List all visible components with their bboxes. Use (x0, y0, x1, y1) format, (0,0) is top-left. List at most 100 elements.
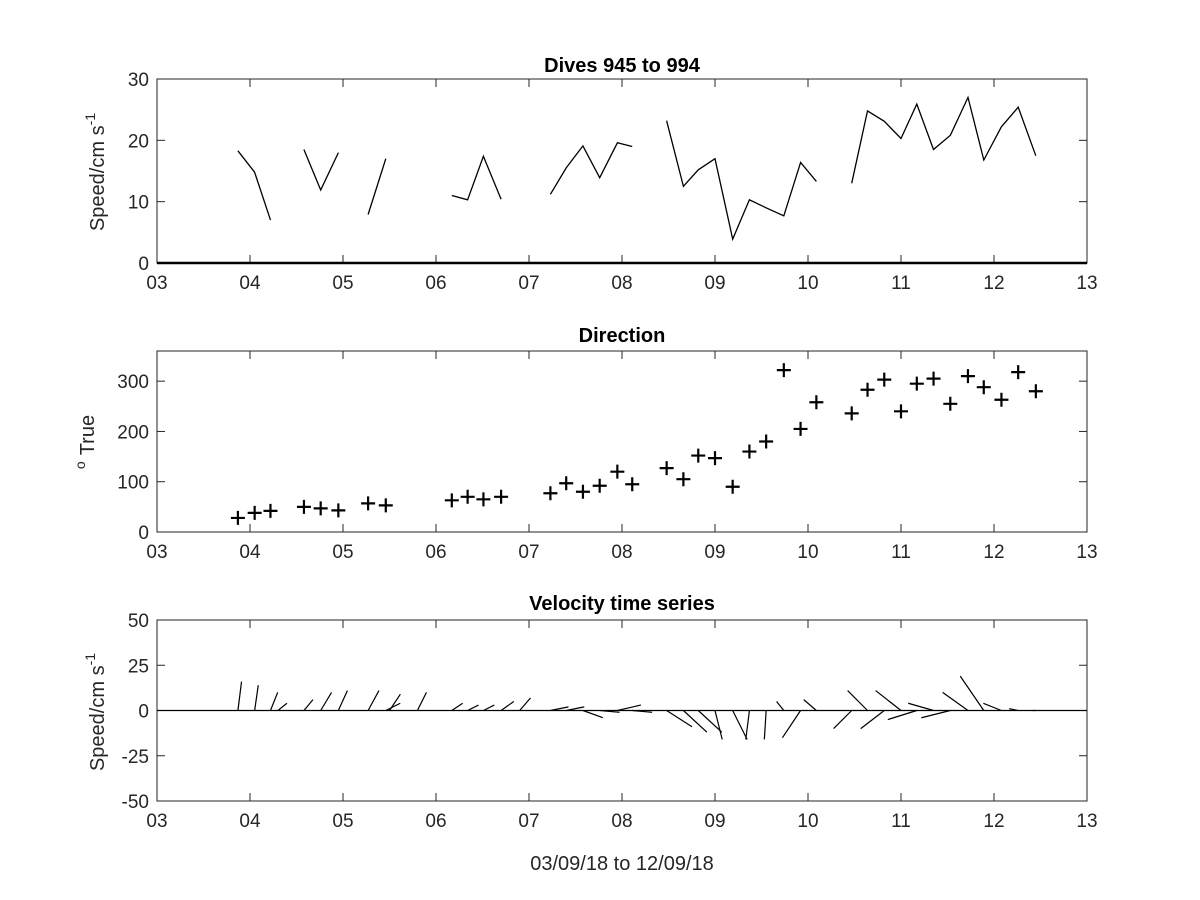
x-tick-label: 08 (611, 542, 632, 563)
velocity-stick (303, 699, 314, 711)
velocity-stick (983, 702, 1002, 712)
x-tick-label: 10 (797, 542, 818, 563)
x-tick-label: 10 (797, 273, 818, 294)
y-tick-label: 30 (128, 70, 149, 91)
y-tick-label: 100 (117, 473, 149, 494)
x-tick-label: 07 (518, 273, 539, 294)
direction-point (759, 434, 774, 449)
velocity-stick (320, 692, 333, 711)
velocity-panel: Velocity time series Speed/cm s-1 03/09/… (82, 593, 1098, 875)
velocity-stick (385, 702, 401, 712)
direction-point (659, 461, 674, 476)
velocity-stick (367, 690, 380, 711)
direction-point (610, 464, 625, 479)
direction-point (860, 382, 875, 397)
velocity-stick (451, 702, 464, 711)
direction-point (263, 503, 278, 518)
direction-point (559, 476, 574, 491)
velocity-stick (500, 700, 515, 711)
velocity-stick (337, 690, 348, 711)
speed-series-line (851, 95, 1037, 184)
x-tick-label: 09 (704, 811, 725, 832)
velocity-stick (519, 697, 532, 711)
direction-point (460, 489, 475, 504)
x-tick-label: 08 (611, 811, 632, 832)
x-tick-label: 04 (239, 542, 261, 563)
direction-point (894, 404, 908, 419)
direction-point (844, 406, 859, 421)
x-tick-label: 03 (146, 542, 167, 563)
velocity-stick (776, 701, 785, 711)
x-tick-label: 05 (332, 811, 353, 832)
velocity-panel-title: Velocity time series (529, 593, 715, 615)
velocity-panel-xlabel: 03/09/18 to 12/09/18 (530, 853, 714, 875)
y-tick-label: 25 (128, 656, 149, 677)
velocity-stick (269, 692, 279, 711)
velocity-stick (566, 706, 585, 712)
direction-point (1028, 384, 1043, 399)
speed-series-line (451, 154, 502, 201)
velocity-stick (483, 704, 495, 712)
x-tick-label: 06 (425, 811, 446, 832)
y-tick-label: 20 (128, 131, 149, 152)
y-tick-label: 10 (128, 193, 149, 214)
direction-point (476, 492, 491, 507)
y-tick-label: -50 (122, 792, 149, 813)
velocity-stick (959, 675, 985, 711)
x-tick-label: 12 (983, 811, 1004, 832)
direction-point (776, 363, 791, 378)
velocity-stick (745, 710, 751, 740)
x-tick-label: 11 (891, 542, 911, 563)
velocity-stick (942, 691, 969, 711)
x-tick-label: 04 (239, 273, 261, 294)
velocity-stick (582, 709, 604, 719)
direction-point (1011, 365, 1026, 380)
speed-series-line (303, 149, 339, 192)
velocity-stick (617, 704, 642, 712)
velocity-stick (921, 709, 951, 719)
direction-point (494, 489, 509, 504)
velocity-stick (847, 690, 868, 711)
speed-panel: Dives 945 to 994 Speed/cm s-1 03 04 05 06 07… (82, 55, 1098, 294)
direction-panel-title: Direction (579, 325, 666, 347)
y-tick-label: 50 (128, 611, 149, 632)
x-tick-label: 03 (146, 273, 167, 294)
x-tick-label: 11 (891, 811, 911, 832)
speed-series-line (665, 120, 817, 242)
x-tick-label: 12 (983, 273, 1004, 294)
direction-point (575, 484, 590, 499)
x-tick-label: 13 (1076, 542, 1097, 563)
direction-point (691, 448, 706, 463)
velocity-stick (803, 699, 817, 711)
direction-point (313, 501, 328, 516)
y-tick-label: 200 (117, 422, 149, 443)
velocity-stick (732, 710, 748, 740)
velocity-stick (763, 710, 767, 740)
velocity-stick (860, 710, 885, 730)
velocity-stick (781, 710, 802, 738)
x-tick-label: 05 (332, 273, 353, 294)
direction-point (444, 493, 459, 508)
velocity-stick (682, 710, 708, 733)
direction-point (742, 444, 757, 459)
x-tick-label: 03 (146, 811, 167, 832)
direction-point (247, 505, 262, 520)
direction-point (877, 372, 892, 387)
velocity-panel-ylabel: Speed/cm s-1 (82, 653, 109, 771)
velocity-stick (277, 702, 288, 711)
direction-point (960, 369, 975, 384)
x-tick-label: 07 (518, 811, 539, 832)
direction-panel: Direction oTrue 03 04 05 06 07 08 09 10 11 12 13 0 1… (72, 325, 1098, 563)
x-tick-label: 08 (611, 273, 632, 294)
velocity-stick (833, 710, 853, 730)
y-tick-label: 0 (138, 702, 149, 723)
x-tick-label: 13 (1076, 811, 1097, 832)
direction-point (725, 479, 740, 494)
speed-series-line (367, 158, 387, 215)
direction-panel-ylabel: oTrue (72, 415, 99, 469)
velocity-stick (697, 710, 723, 733)
x-tick-label: 07 (518, 542, 539, 563)
y-tick-label: -25 (122, 747, 149, 768)
speed-panel-ylabel: Speed/cm s-1 (82, 113, 109, 231)
